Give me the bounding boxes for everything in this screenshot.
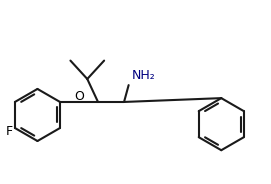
Text: O: O bbox=[74, 90, 84, 103]
Text: NH₂: NH₂ bbox=[132, 69, 156, 82]
Text: F: F bbox=[6, 125, 13, 138]
